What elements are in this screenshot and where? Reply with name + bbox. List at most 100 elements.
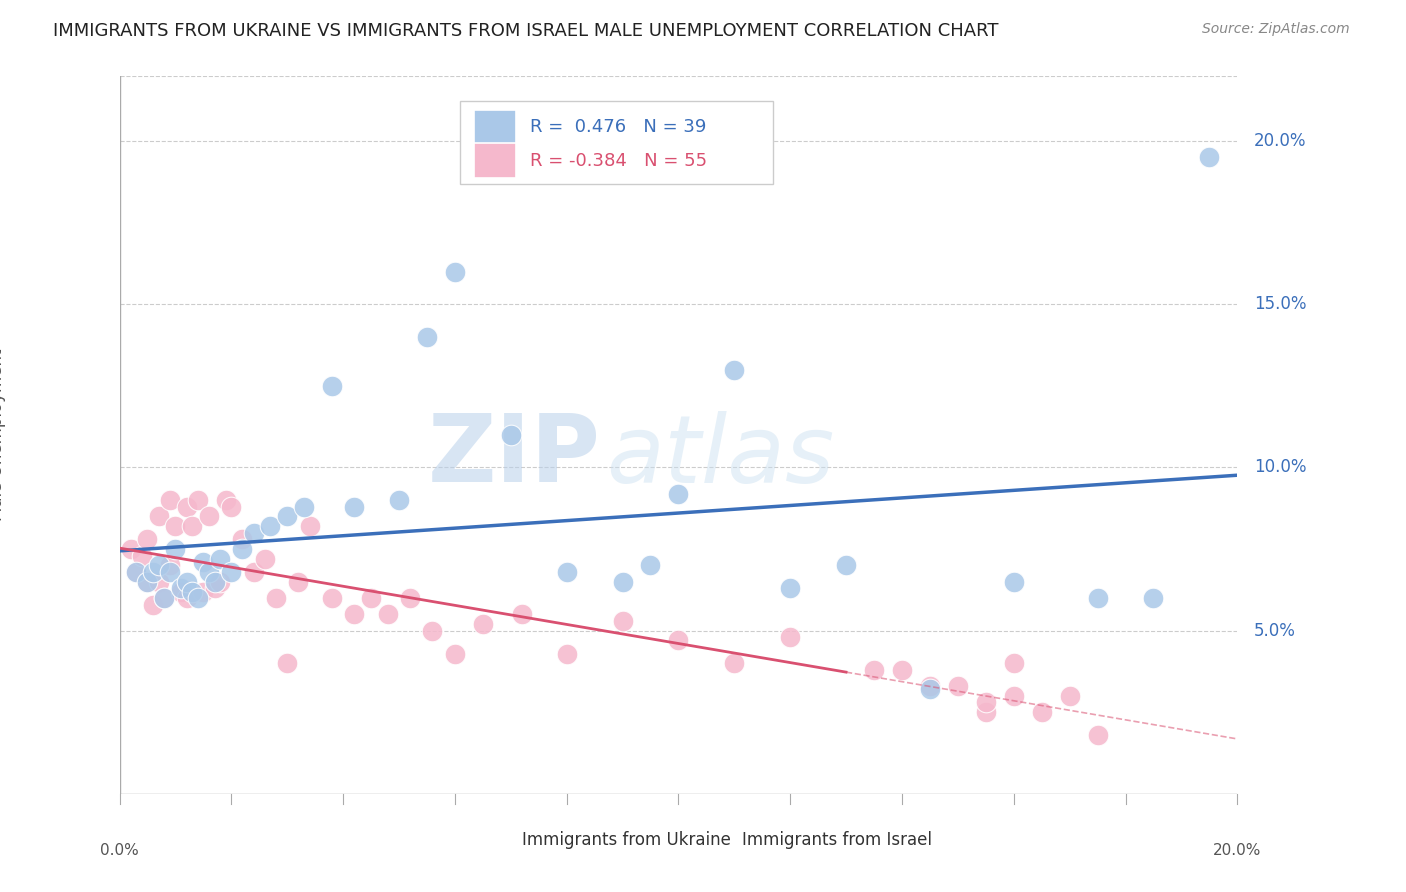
Point bbox=[242, 565, 264, 579]
Point bbox=[176, 574, 198, 589]
Point bbox=[471, 617, 494, 632]
Point bbox=[360, 591, 382, 605]
Point bbox=[422, 624, 444, 638]
Point bbox=[510, 607, 533, 622]
Text: atlas: atlas bbox=[606, 411, 834, 502]
Point bbox=[276, 657, 298, 671]
Point bbox=[1198, 150, 1220, 164]
Point bbox=[159, 558, 181, 573]
Point bbox=[187, 591, 209, 605]
FancyBboxPatch shape bbox=[460, 101, 773, 184]
Point bbox=[136, 574, 159, 589]
Point bbox=[298, 519, 321, 533]
Point bbox=[974, 696, 997, 710]
Point bbox=[321, 591, 343, 605]
Point bbox=[193, 584, 215, 599]
Point bbox=[723, 362, 745, 376]
Text: R =  0.476   N = 39: R = 0.476 N = 39 bbox=[530, 118, 706, 136]
Point bbox=[1002, 689, 1025, 703]
Point bbox=[153, 591, 176, 605]
Point bbox=[264, 591, 287, 605]
Point bbox=[176, 500, 198, 514]
Point bbox=[159, 565, 181, 579]
Point bbox=[863, 663, 886, 677]
Point bbox=[918, 679, 941, 693]
Point bbox=[779, 581, 801, 595]
Point bbox=[612, 614, 634, 628]
Point bbox=[142, 598, 165, 612]
Point bbox=[165, 542, 187, 557]
Point bbox=[321, 379, 343, 393]
Point bbox=[555, 647, 578, 661]
Bar bbox=[703, 826, 734, 854]
Text: Immigrants from Israel: Immigrants from Israel bbox=[742, 830, 932, 849]
Point bbox=[1087, 591, 1109, 605]
Point bbox=[231, 533, 253, 547]
Point bbox=[215, 493, 238, 508]
Point bbox=[779, 630, 801, 644]
Point bbox=[148, 574, 170, 589]
Point bbox=[343, 607, 366, 622]
Point bbox=[276, 509, 298, 524]
Point bbox=[668, 633, 690, 648]
Point bbox=[204, 581, 226, 595]
Text: 0.0%: 0.0% bbox=[100, 843, 139, 858]
Point bbox=[377, 607, 399, 622]
Point bbox=[399, 591, 422, 605]
Point bbox=[187, 493, 209, 508]
Point bbox=[209, 574, 232, 589]
Point bbox=[181, 584, 204, 599]
Point bbox=[142, 565, 165, 579]
Point bbox=[153, 591, 176, 605]
Point bbox=[1087, 728, 1109, 742]
Point bbox=[242, 525, 264, 540]
Point bbox=[444, 265, 467, 279]
Point bbox=[444, 647, 467, 661]
Text: 15.0%: 15.0% bbox=[1254, 295, 1306, 313]
Text: 5.0%: 5.0% bbox=[1254, 622, 1296, 640]
Text: 20.0%: 20.0% bbox=[1254, 132, 1306, 150]
Point bbox=[198, 565, 221, 579]
Text: 10.0%: 10.0% bbox=[1254, 458, 1306, 476]
Point bbox=[131, 549, 153, 563]
Point bbox=[1002, 657, 1025, 671]
Point bbox=[259, 519, 281, 533]
Point bbox=[287, 574, 309, 589]
Point bbox=[148, 558, 170, 573]
Point bbox=[159, 493, 181, 508]
Point bbox=[612, 574, 634, 589]
Bar bbox=[474, 110, 516, 144]
Point bbox=[176, 591, 198, 605]
Point bbox=[555, 565, 578, 579]
Text: IMMIGRANTS FROM UKRAINE VS IMMIGRANTS FROM ISRAEL MALE UNEMPLOYMENT CORRELATION : IMMIGRANTS FROM UKRAINE VS IMMIGRANTS FR… bbox=[53, 22, 998, 40]
Point bbox=[136, 533, 159, 547]
Text: 20.0%: 20.0% bbox=[1213, 843, 1261, 858]
Text: Immigrants from Ukraine: Immigrants from Ukraine bbox=[522, 830, 731, 849]
Point bbox=[891, 663, 914, 677]
Point bbox=[221, 500, 243, 514]
Point bbox=[221, 565, 243, 579]
Point bbox=[723, 657, 745, 671]
Text: R = -0.384   N = 55: R = -0.384 N = 55 bbox=[530, 152, 707, 169]
Point bbox=[120, 542, 142, 557]
Point bbox=[136, 574, 159, 589]
Point bbox=[253, 552, 276, 566]
Point bbox=[181, 519, 204, 533]
Point bbox=[148, 509, 170, 524]
Point bbox=[1059, 689, 1081, 703]
Point bbox=[125, 565, 148, 579]
Point bbox=[193, 555, 215, 569]
Point bbox=[388, 493, 411, 508]
Point bbox=[170, 584, 193, 599]
Text: Male Unemployment: Male Unemployment bbox=[0, 349, 6, 521]
Point bbox=[416, 330, 439, 344]
Text: Source: ZipAtlas.com: Source: ZipAtlas.com bbox=[1202, 22, 1350, 37]
Point bbox=[198, 509, 221, 524]
Point bbox=[1142, 591, 1164, 605]
Point bbox=[204, 574, 226, 589]
Point bbox=[125, 565, 148, 579]
Bar bbox=[474, 144, 516, 178]
Point bbox=[165, 519, 187, 533]
Point bbox=[946, 679, 969, 693]
Text: ZIP: ZIP bbox=[427, 410, 600, 502]
